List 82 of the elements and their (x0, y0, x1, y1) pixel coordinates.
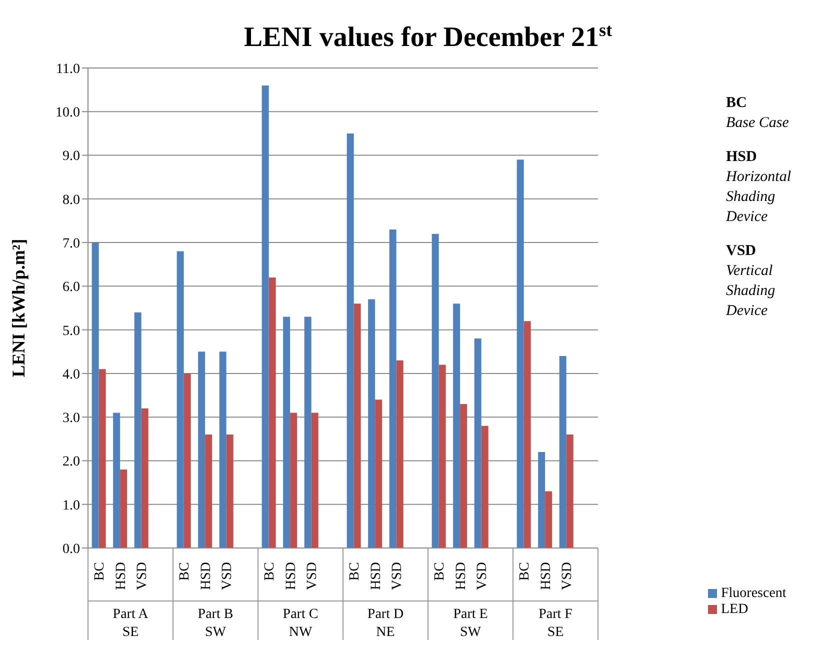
x-tick-label: VSD (220, 562, 236, 590)
bar (198, 352, 206, 548)
x-tick-label: VSD (135, 562, 150, 590)
bar (545, 491, 552, 548)
bar (453, 304, 460, 548)
text: VSD (726, 242, 758, 261)
legend-label: LED (721, 602, 748, 617)
y-tick-label: 4.0 (62, 367, 80, 382)
legend-label: Fluorescent (721, 586, 786, 601)
x-tick-label: HSD (368, 562, 384, 590)
text: Part F SE (538, 607, 573, 640)
bar (516, 160, 524, 548)
bar (538, 452, 546, 548)
y-tick-label: 3.0 (62, 411, 80, 426)
bar (524, 321, 531, 548)
bar (120, 469, 128, 548)
x-tick-label: BC (262, 562, 278, 581)
y-tick-label: 6.0 (62, 280, 80, 296)
chart-title: LENI values for December 21$^{st}$ (244, 20, 612, 53)
x-tick-label: VSD (560, 562, 576, 590)
x-tick-label: HSD (114, 562, 129, 590)
x-tick-label: HSD (284, 562, 299, 590)
bar (474, 338, 482, 548)
text: Horizontal Shading Device (726, 168, 792, 227)
bar (389, 229, 396, 548)
bar (290, 412, 298, 548)
bar (98, 369, 106, 548)
x-tick-label: HSD (198, 562, 214, 590)
text: Part D NE (367, 607, 404, 640)
y-tick-label: 11.0 (56, 62, 80, 77)
x-tick-label: BC (92, 562, 108, 581)
bar (438, 364, 446, 548)
x-tick-label: BC (432, 562, 448, 581)
x-tick-label: HSD (538, 562, 554, 590)
y-tick-label: 8.0 (62, 192, 80, 208)
bar (226, 434, 234, 548)
bar (92, 242, 99, 548)
x-tick-label: BC (518, 562, 533, 581)
x-tick-label: VSD (475, 562, 490, 590)
text: Part C NW (282, 607, 318, 640)
bar (268, 277, 276, 548)
bar (432, 234, 439, 548)
bar (205, 434, 212, 548)
bar (375, 400, 382, 548)
text: Part E SW (453, 607, 488, 640)
text: BC (726, 94, 748, 113)
bar (134, 312, 142, 548)
bar (346, 133, 354, 548)
bar (283, 316, 290, 548)
bar (566, 434, 574, 548)
text: Vertical Shading Device (726, 262, 776, 321)
bar (559, 356, 566, 548)
bar (396, 360, 404, 548)
text: Part B SW (198, 607, 234, 640)
y-tick-label: 1.0 (62, 498, 80, 514)
x-tick-label: VSD (390, 562, 406, 590)
bar (262, 85, 269, 548)
bar (311, 412, 318, 548)
x-tick-label: VSD (305, 562, 320, 590)
bar (113, 412, 120, 548)
y-tick-label: 10.0 (56, 106, 80, 121)
x-tick-label: HSD (454, 562, 469, 590)
bar (368, 299, 376, 548)
y-tick-label: 0.0 (62, 542, 80, 557)
y-tick-label: 2.0 (62, 454, 80, 470)
y-tick-label: 5.0 (62, 324, 80, 339)
x-tick-label: BC (348, 562, 363, 581)
text: Base Case (726, 114, 790, 133)
y-tick-label: 9.0 (62, 149, 80, 164)
bar (141, 408, 148, 548)
bar (354, 304, 361, 548)
bar (304, 316, 312, 548)
x-tick-label: BC (178, 562, 193, 581)
bar (176, 251, 184, 548)
text: HSD (726, 148, 758, 167)
bar (481, 426, 488, 548)
bar (219, 352, 226, 548)
y-tick-label: 7.0 (62, 236, 80, 252)
bar (184, 373, 191, 548)
y-axis-title: LENI [kWh/p.m²] (8, 238, 28, 378)
text: Part A SE (112, 607, 150, 640)
bar (460, 404, 468, 548)
